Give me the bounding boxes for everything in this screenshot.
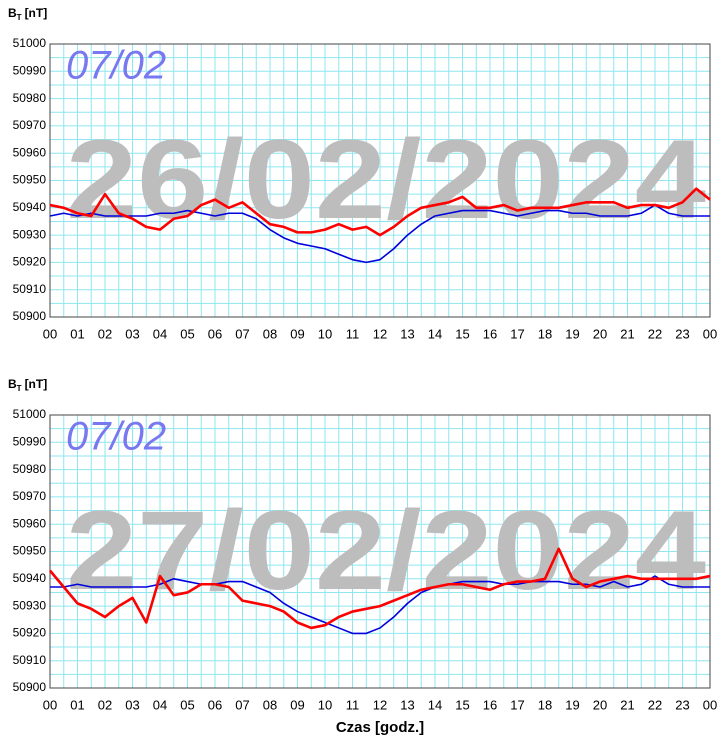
y-tick-label: 50990 xyxy=(13,434,47,448)
x-tick-label: 06 xyxy=(208,697,222,712)
plot-frame xyxy=(49,43,711,318)
x-tick-label: 21 xyxy=(620,326,634,341)
series-line xyxy=(49,187,711,237)
x-tick-label: 04 xyxy=(153,326,167,341)
y-tick-label: 50980 xyxy=(13,462,47,476)
x-tick-label: 23 xyxy=(675,326,689,341)
tag-label: 07/02 xyxy=(66,415,166,459)
x-tick-label: 00 xyxy=(703,697,717,712)
x-tick-label: 02 xyxy=(98,326,112,341)
x-tick-label: 00 xyxy=(43,326,57,341)
plot-frame xyxy=(49,414,711,689)
x-tick-label: 23 xyxy=(675,697,689,712)
y-tick-label: 50980 xyxy=(13,91,47,105)
y-tick-label: 50940 xyxy=(13,200,47,214)
y-axis-label: BT [nT] xyxy=(8,6,47,22)
y-label-subscript: T xyxy=(17,384,22,393)
date-watermark: 26/02/2024 xyxy=(66,117,706,242)
y-tick-label: 50960 xyxy=(13,516,47,530)
x-tick-label: 20 xyxy=(593,326,607,341)
y-tick-label: 50990 xyxy=(13,63,47,77)
y-label-subscript: T xyxy=(17,13,22,22)
x-tick-label: 19 xyxy=(565,326,579,341)
x-tick-label: 05 xyxy=(180,697,194,712)
y-tick-label: 51000 xyxy=(13,407,47,421)
x-tick-label: 00 xyxy=(43,697,57,712)
x-tick-label: 18 xyxy=(538,326,552,341)
x-tick-label: 17 xyxy=(510,326,524,341)
x-tick-label: 01 xyxy=(70,697,84,712)
y-tick-label: 50910 xyxy=(13,282,47,296)
x-tick-label: 06 xyxy=(208,326,222,341)
y-tick-label: 50930 xyxy=(13,598,47,612)
y-tick-label: 50920 xyxy=(13,255,47,269)
y-label-symbol: B xyxy=(8,6,17,20)
x-tick-label: 14 xyxy=(428,697,442,712)
x-tick-label: 18 xyxy=(538,697,552,712)
x-tick-label: 08 xyxy=(263,697,277,712)
x-tick-label: 13 xyxy=(400,326,414,341)
x-tick-label: 16 xyxy=(483,697,497,712)
x-tick-label: 12 xyxy=(373,326,387,341)
y-tick-label: 50970 xyxy=(13,118,47,132)
series-line xyxy=(50,575,710,635)
y-label-symbol: B xyxy=(8,377,17,391)
x-tick-label: 07 xyxy=(235,697,249,712)
y-label-unit: [nT] xyxy=(25,377,48,391)
y-tick-label: 51000 xyxy=(13,36,47,50)
y-label-unit: [nT] xyxy=(25,6,48,20)
x-tick-label: 19 xyxy=(565,697,579,712)
series-line xyxy=(49,204,710,264)
y-axis-label: BT [nT] xyxy=(8,377,47,393)
x-axis-label: Czas [godz.] xyxy=(336,719,424,736)
y-tick-label: 50950 xyxy=(13,544,47,558)
x-tick-label: 15 xyxy=(455,697,469,712)
y-tick-label: 50900 xyxy=(13,680,47,694)
tag-label: 07/02 xyxy=(66,44,166,88)
x-tick-label: 22 xyxy=(648,326,662,341)
x-tick-label: 12 xyxy=(373,697,387,712)
y-tick-label: 50960 xyxy=(13,145,47,159)
y-tick-label: 50940 xyxy=(13,571,47,585)
x-tick-label: 21 xyxy=(620,697,634,712)
series-line xyxy=(49,547,711,630)
y-tick-label: 50930 xyxy=(13,227,47,241)
x-tick-label: 16 xyxy=(483,326,497,341)
x-tick-label: 02 xyxy=(98,697,112,712)
y-tick-label: 50900 xyxy=(13,309,47,323)
x-tick-label: 09 xyxy=(290,326,304,341)
x-tick-label: 04 xyxy=(153,697,167,712)
x-tick-label: 10 xyxy=(318,697,332,712)
date-watermark: 27/02/2024 xyxy=(66,488,706,613)
x-tick-label: 20 xyxy=(593,697,607,712)
x-tick-label: 09 xyxy=(290,697,304,712)
x-tick-label: 01 xyxy=(70,326,84,341)
x-tick-label: 07 xyxy=(235,326,249,341)
x-tick-label: 08 xyxy=(263,326,277,341)
x-tick-label: 13 xyxy=(400,697,414,712)
x-tick-label: 11 xyxy=(346,326,360,341)
x-tick-label: 15 xyxy=(455,326,469,341)
x-tick-label: 14 xyxy=(428,326,442,341)
x-tick-label: 22 xyxy=(648,697,662,712)
x-tick-label: 17 xyxy=(510,697,524,712)
y-tick-label: 50920 xyxy=(13,626,47,640)
y-tick-label: 50950 xyxy=(13,173,47,187)
y-tick-label: 50910 xyxy=(13,653,47,667)
y-tick-label: 50970 xyxy=(13,489,47,503)
x-tick-label: 11 xyxy=(346,697,360,712)
x-tick-label: 10 xyxy=(318,326,332,341)
x-tick-label: 00 xyxy=(703,326,717,341)
x-tick-label: 03 xyxy=(125,326,139,341)
x-tick-label: 05 xyxy=(180,326,194,341)
x-tick-label: 03 xyxy=(125,697,139,712)
